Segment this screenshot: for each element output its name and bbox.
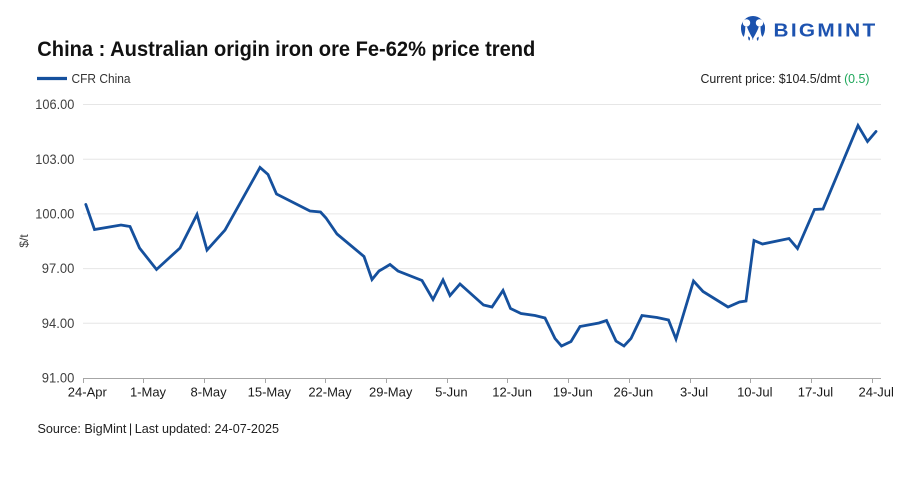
svg-text:26-Jun: 26-Jun bbox=[614, 385, 654, 400]
svg-text:1-May: 1-May bbox=[130, 385, 167, 400]
svg-text:19-Jun: 19-Jun bbox=[553, 385, 593, 400]
svg-text:10-Jul: 10-Jul bbox=[737, 385, 773, 400]
svg-text:91.00: 91.00 bbox=[42, 371, 75, 386]
svg-text:Current price: $104.5/dmt (0.5: Current price: $104.5/dmt (0.5) bbox=[701, 72, 870, 86]
svg-text:China : Australian origin iron: China : Australian origin iron ore Fe-62… bbox=[37, 38, 535, 61]
svg-text:3-Jul: 3-Jul bbox=[680, 385, 708, 400]
svg-text:29-May: 29-May bbox=[369, 385, 413, 400]
svg-text:103.00: 103.00 bbox=[35, 152, 74, 167]
svg-text:BIGMINT: BIGMINT bbox=[774, 21, 878, 41]
svg-text:Source: BigMint | Last updated: Source: BigMint | Last updated: 24-07-20… bbox=[38, 422, 279, 436]
svg-text:24-Apr: 24-Apr bbox=[68, 385, 108, 400]
svg-text:22-May: 22-May bbox=[308, 385, 352, 400]
svg-text:94.00: 94.00 bbox=[42, 316, 75, 331]
svg-text:100.00: 100.00 bbox=[35, 207, 74, 222]
svg-text:CFR China: CFR China bbox=[72, 72, 131, 86]
svg-text:106.00: 106.00 bbox=[35, 97, 74, 112]
svg-text:24-Jul: 24-Jul bbox=[858, 385, 894, 400]
svg-text:17-Jul: 17-Jul bbox=[798, 385, 834, 400]
svg-text:$/t: $/t bbox=[17, 234, 31, 248]
svg-text:5-Jun: 5-Jun bbox=[435, 385, 468, 400]
svg-text:12-Jun: 12-Jun bbox=[492, 385, 532, 400]
svg-text:8-May: 8-May bbox=[191, 385, 228, 400]
svg-text:97.00: 97.00 bbox=[42, 261, 75, 276]
svg-text:15-May: 15-May bbox=[248, 385, 292, 400]
